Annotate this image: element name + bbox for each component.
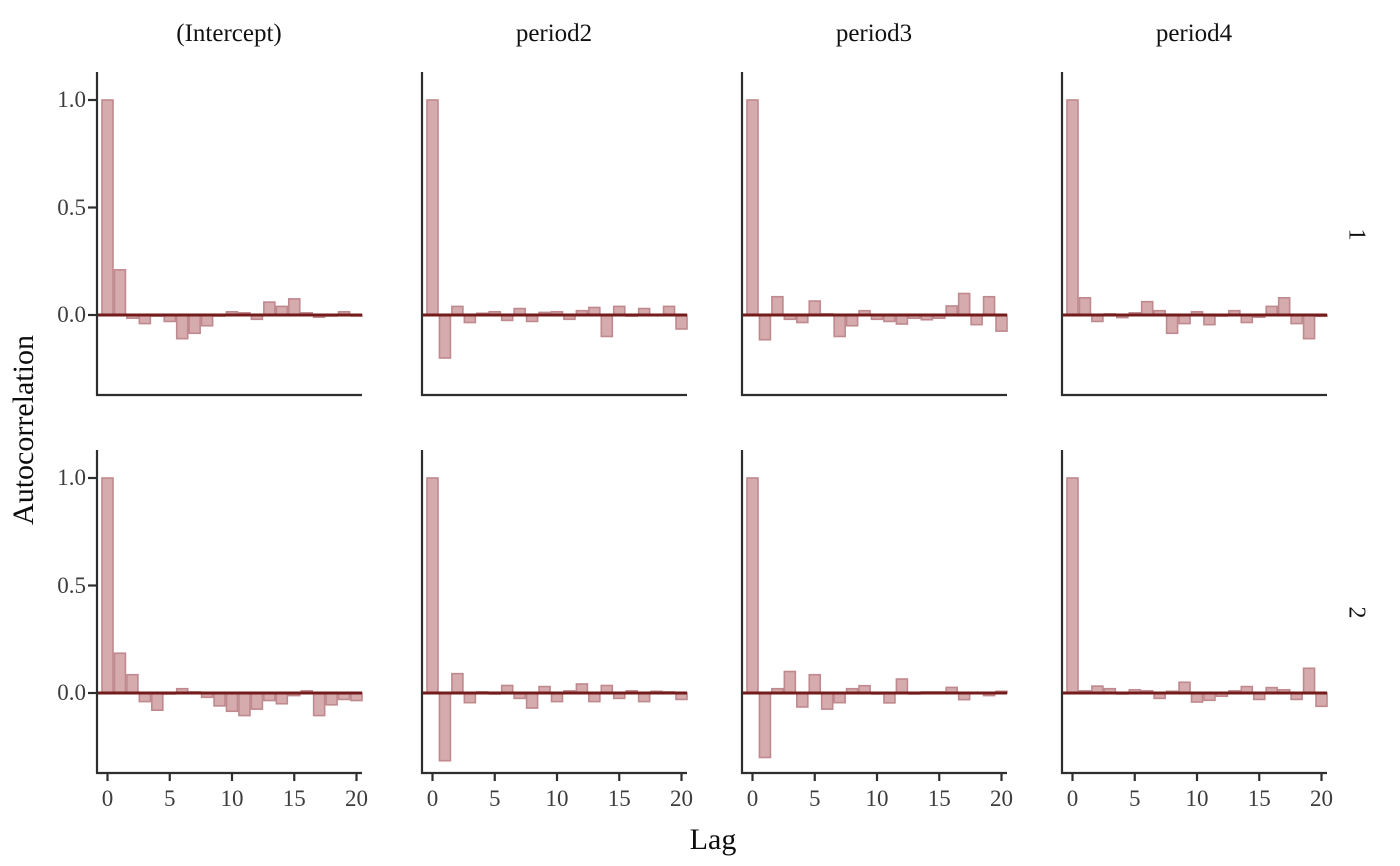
acf-bar-lag-17 (957, 292, 971, 316)
x-tick-label: 20 (1310, 786, 1333, 811)
acf-bar-lag-0 (746, 477, 759, 694)
acf-bar-lag-3 (783, 670, 797, 694)
y-tick-label: 1.0 (57, 87, 86, 112)
acf-bar-lag-14 (275, 692, 289, 705)
acf-bar-lag-17 (1277, 297, 1291, 316)
acf-panel-row2-(Intercept) (88, 450, 363, 781)
acf-bar-lag-1 (113, 652, 127, 694)
y-axis-title: Autocorrelation (7, 335, 40, 525)
acf-panel-row1-period2 (420, 72, 688, 397)
acf-bar-lag-20 (1315, 692, 1328, 708)
acf-panel-row1-period3 (740, 72, 1008, 397)
x-axis-title: Lag (689, 823, 737, 856)
x-tick-label: 20 (990, 786, 1013, 811)
acf-bar-lag-5 (808, 673, 822, 694)
row-facet-text-2: 2 (1343, 606, 1370, 618)
acf-bar-lag-1 (113, 269, 127, 316)
acf-bar-lag-1 (758, 314, 772, 341)
acf-bar-lag-5 (808, 300, 822, 316)
x-tick-label: 10 (220, 786, 244, 811)
x-tick-label: 0 (426, 786, 439, 811)
x-tick-label: 5 (1129, 786, 1141, 811)
acf-bar-lag-13 (263, 301, 276, 316)
acf-bar-lag-19 (1302, 314, 1316, 340)
acf-bar-lag-1 (438, 692, 452, 762)
acf-bar-lag-20 (675, 314, 688, 330)
x-tick-label: 0 (746, 786, 759, 811)
acf-bar-lag-18 (325, 692, 338, 706)
facet-title-period2: period2 (515, 20, 593, 47)
acf-bar-lag-7 (188, 314, 201, 335)
acf-bar-lag-1 (438, 314, 452, 359)
acf-bar-lag-1 (1078, 297, 1092, 316)
x-tick-label: 15 (607, 786, 631, 811)
acf-bar-lag-0 (746, 99, 759, 316)
acf-bar-lag-12 (250, 692, 264, 710)
row-facet-label-chain2: 2 (1340, 450, 1372, 774)
y-tick-label: 0.5 (57, 572, 86, 598)
x-tick-label: 5 (809, 786, 821, 811)
acf-bar-lag-19 (1302, 667, 1316, 694)
acf-panel-row2-period3 (740, 450, 1008, 781)
acf-bar-lag-6 (820, 692, 834, 710)
row-facet-text-1: 1 (1343, 228, 1370, 240)
x-tick-label: 5 (489, 786, 501, 811)
y-tick-label: 0.5 (57, 194, 86, 220)
acf-bar-lag-1 (758, 692, 772, 759)
y-tick-label: 1.0 (57, 465, 86, 490)
acf-bar-lag-11 (238, 692, 251, 717)
acf-bar-lag-2 (771, 295, 784, 316)
acf-bar-lag-6 (1140, 300, 1154, 316)
acf-bar-lag-7 (833, 314, 846, 338)
x-tick-label: 10 (545, 786, 569, 811)
acf-bar-lag-15 (287, 298, 301, 316)
y-tick-label: 0.0 (57, 302, 86, 327)
facet-title-period4: period4 (1155, 20, 1233, 47)
acf-bar-lag-2 (126, 673, 139, 694)
acf-bar-lag-12 (895, 678, 909, 694)
facet-title-intercept: (Intercept) (176, 20, 282, 47)
x-tick-label: 5 (164, 786, 176, 811)
acf-panel-row2-period4 (1060, 450, 1328, 781)
x-tick-label: 0 (1066, 786, 1079, 811)
acf-panel-row1-(Intercept) (88, 72, 363, 397)
acf-bar-lag-9 (213, 692, 226, 707)
acf-bar-lag-9 (1178, 681, 1191, 694)
x-tick-label: 20 (670, 786, 693, 811)
acf-bar-lag-0 (426, 477, 439, 694)
acf-bar-lag-0 (1066, 99, 1079, 316)
acf-bar-lag-14 (600, 314, 614, 338)
acf-bar-lag-4 (795, 692, 809, 708)
acf-bar-lag-0 (1066, 477, 1079, 694)
acf-bar-lag-0 (426, 99, 439, 316)
acf-bar-lag-17 (312, 692, 326, 717)
x-tick-label: 20 (345, 786, 368, 811)
acf-panel-row1-period4 (1060, 72, 1328, 397)
x-tick-label: 0 (101, 786, 114, 811)
acf-bar-lag-6 (175, 314, 189, 340)
acf-bar-lag-2 (451, 672, 464, 694)
acf-bar-lag-8 (845, 314, 859, 327)
x-tick-label: 10 (1185, 786, 1209, 811)
acf-bar-lag-8 (1165, 314, 1179, 335)
x-tick-label: 15 (1247, 786, 1271, 811)
acf-bar-lag-4 (150, 692, 164, 712)
acf-bar-lag-0 (101, 99, 114, 316)
acf-bar-lag-8 (200, 314, 214, 327)
acf-bar-lag-0 (101, 477, 114, 694)
acf-bar-lag-10 (225, 692, 239, 713)
facet-title-period3: period3 (835, 20, 913, 47)
x-tick-label: 10 (865, 786, 889, 811)
acf-bar-lag-8 (525, 692, 539, 709)
acf-panel-row2-period2 (420, 450, 688, 781)
acf-bar-lag-20 (995, 314, 1008, 332)
x-tick-label: 15 (927, 786, 951, 811)
y-tick-label: 0.0 (57, 680, 86, 705)
x-tick-label: 15 (282, 786, 306, 811)
row-facet-label-chain1: 1 (1340, 72, 1372, 396)
acf-bar-lag-19 (982, 295, 996, 316)
